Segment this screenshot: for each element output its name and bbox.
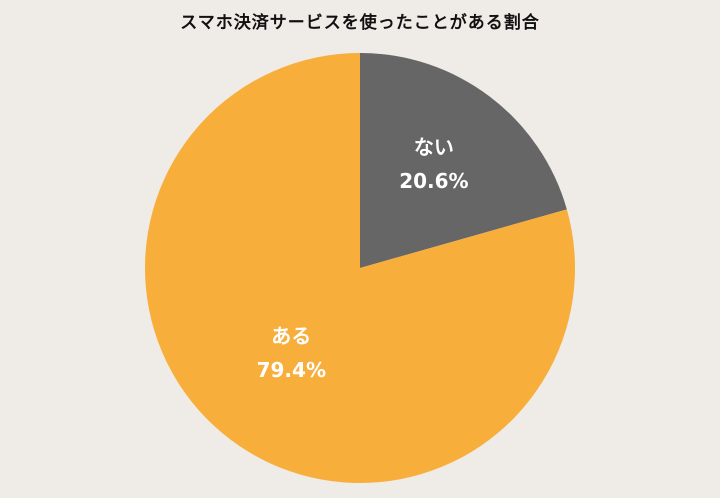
slice-label-1: ある xyxy=(271,324,311,348)
pie-slice-0 xyxy=(360,53,567,268)
pie-slice-1 xyxy=(145,53,576,483)
chart-title: スマホ決済サービスを使ったことがある割合 xyxy=(180,13,540,33)
slice-value-label-0: 20.6% xyxy=(399,169,468,193)
slice-value-label-1: 79.4% xyxy=(257,358,326,382)
slice-label-0: ない xyxy=(414,135,454,159)
